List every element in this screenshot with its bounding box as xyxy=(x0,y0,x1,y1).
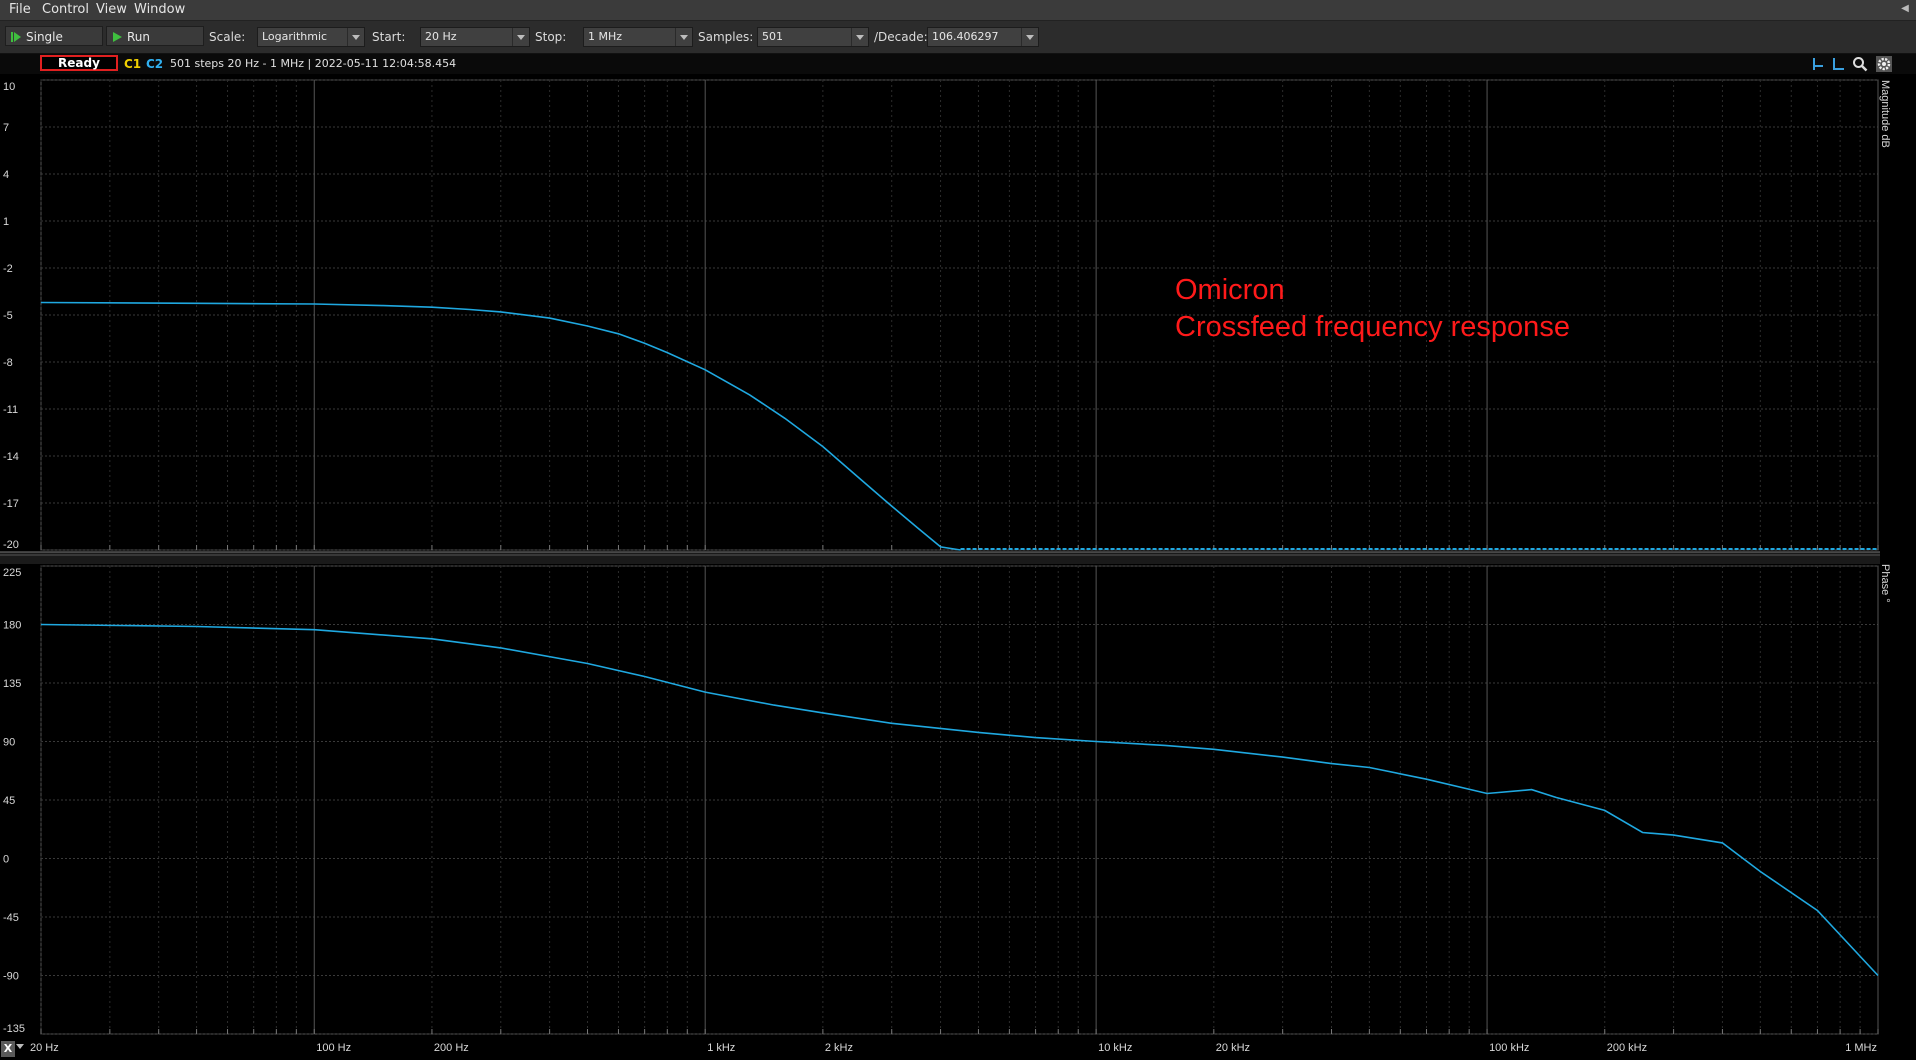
phase-y-tick-label: 180 xyxy=(3,620,21,632)
magnitude-y-tick-label: -17 xyxy=(3,498,19,510)
phase-y-tick-label: -45 xyxy=(3,912,19,924)
magnitude-y-tick-label: 4 xyxy=(3,169,9,181)
dropdown-arrow-icon[interactable] xyxy=(16,1044,24,1049)
phase-trace xyxy=(40,623,1879,977)
samples-value: 501 xyxy=(762,30,783,43)
magnitude-y-tick-label: -2 xyxy=(3,263,13,275)
settings-gear-icon[interactable] xyxy=(1876,56,1892,72)
toolbar: Single Run Scale: Logarithmic Start: 20 … xyxy=(0,21,1916,54)
scale-value: Logarithmic xyxy=(262,30,328,43)
panel-divider xyxy=(0,552,1880,564)
menu-window[interactable]: Window xyxy=(134,2,186,17)
magnitude-trace xyxy=(40,301,961,551)
ready-status-badge: Ready xyxy=(40,55,118,71)
magnitude-y-tick-label: 1 xyxy=(3,216,9,228)
magnitude-y-tick-label: -8 xyxy=(3,357,13,369)
plot-axes: 10 7 4 1 -2 -5 -8 -11 -14 -17 -20 225 180 135 90 45 0 -45… xyxy=(3,81,1877,1054)
single-step-icon xyxy=(11,32,21,42)
magnitude-axis-label: Magnitude dB xyxy=(1879,80,1891,148)
samples-select[interactable]: 501 xyxy=(757,27,869,47)
phase-y-tick-label: 90 xyxy=(3,737,15,749)
menu-bar: File Control View Window ◀ xyxy=(0,0,1916,21)
plot-corner-control[interactable]: X xyxy=(0,1040,26,1058)
magnitude-y-tick-label: -20 xyxy=(3,539,19,551)
menu-file[interactable]: File xyxy=(9,2,31,17)
channel-2-toggle[interactable]: C2 xyxy=(146,57,164,71)
plot-annotation: Omicron Crossfeed frequency response xyxy=(1175,272,1570,346)
start-select[interactable]: 20 Hz xyxy=(420,27,530,47)
start-label: Start: xyxy=(372,30,406,44)
single-button-label: Single xyxy=(26,30,63,44)
menu-view[interactable]: View xyxy=(96,2,127,17)
x-tick-label: 20 kHz xyxy=(1216,1042,1250,1054)
bode-plot[interactable]: 10 7 4 1 -2 -5 -8 -11 -14 -17 -20 225 180 135 90 45 0 -45… xyxy=(0,74,1916,1060)
decade-select[interactable]: 106.406297 xyxy=(927,27,1039,47)
cursor-marker-icon[interactable] xyxy=(1810,56,1826,72)
magnitude-y-tick-label: -5 xyxy=(3,310,13,322)
magnitude-y-tick-label: -11 xyxy=(3,404,18,416)
x-tick-label: 1 kHz xyxy=(707,1042,735,1054)
marker-line-icon[interactable] xyxy=(1830,56,1846,72)
menu-control[interactable]: Control xyxy=(42,2,89,17)
stop-label: Stop: xyxy=(535,30,567,44)
decade-value: 106.406297 xyxy=(932,30,999,43)
x-tick-label: 20 Hz xyxy=(30,1042,59,1054)
dropdown-arrow-icon xyxy=(675,28,692,46)
sweep-info: 501 steps 20 Hz - 1 MHz | 2022-05-11 12:… xyxy=(170,57,457,70)
channel-1-toggle[interactable]: C1 xyxy=(124,57,142,71)
x-tick-label: 100 Hz xyxy=(316,1042,351,1054)
phase-y-tick-label: 45 xyxy=(3,795,15,807)
annotation-subtitle: Crossfeed frequency response xyxy=(1175,311,1570,343)
x-tick-label: 100 kHz xyxy=(1489,1042,1529,1054)
collapse-arrow-icon[interactable]: ◀ xyxy=(1901,3,1909,14)
x-tick-label: 2 kHz xyxy=(825,1042,853,1054)
single-button[interactable]: Single xyxy=(5,26,103,46)
start-value: 20 Hz xyxy=(425,30,457,43)
x-tick-label: 10 kHz xyxy=(1098,1042,1132,1054)
magnitude-y-tick-label: 7 xyxy=(3,122,9,134)
phase-y-tick-label: 0 xyxy=(3,854,9,866)
x-tick-label: 200 Hz xyxy=(434,1042,469,1054)
phase-y-tick-label: -135 xyxy=(3,1023,25,1035)
plot-grid xyxy=(0,79,1880,1035)
stop-select[interactable]: 1 MHz xyxy=(583,27,693,47)
play-icon xyxy=(113,32,122,42)
run-button-label: Run xyxy=(127,30,151,44)
dropdown-arrow-icon xyxy=(851,28,868,46)
status-bar: Ready C1 C2 501 steps 20 Hz - 1 MHz | 20… xyxy=(0,54,1916,74)
zoom-icon[interactable] xyxy=(1852,56,1868,72)
decade-label: /Decade: xyxy=(874,30,928,44)
scale-select[interactable]: Logarithmic xyxy=(257,27,365,47)
close-x-icon[interactable]: X xyxy=(1,1041,15,1057)
run-button[interactable]: Run xyxy=(106,26,204,46)
phase-y-tick-label: -90 xyxy=(3,971,19,983)
dropdown-arrow-icon xyxy=(512,28,529,46)
x-tick-label: 1 MHz xyxy=(1845,1042,1877,1054)
x-tick-label: 200 kHz xyxy=(1607,1042,1647,1054)
dropdown-arrow-icon xyxy=(1021,28,1038,46)
magnitude-y-tick-label: -14 xyxy=(3,451,19,463)
phase-y-tick-label: 135 xyxy=(3,678,21,690)
magnitude-y-tick-label: 10 xyxy=(3,81,15,93)
annotation-title: Omicron xyxy=(1175,274,1285,306)
samples-label: Samples: xyxy=(698,30,754,44)
dropdown-arrow-icon xyxy=(347,28,364,46)
stop-value: 1 MHz xyxy=(588,30,623,43)
plot-traces xyxy=(40,301,1879,977)
phase-y-tick-label: 225 xyxy=(3,567,21,579)
phase-axis-label: Phase ° xyxy=(1879,564,1891,603)
scale-label: Scale: xyxy=(209,30,246,44)
